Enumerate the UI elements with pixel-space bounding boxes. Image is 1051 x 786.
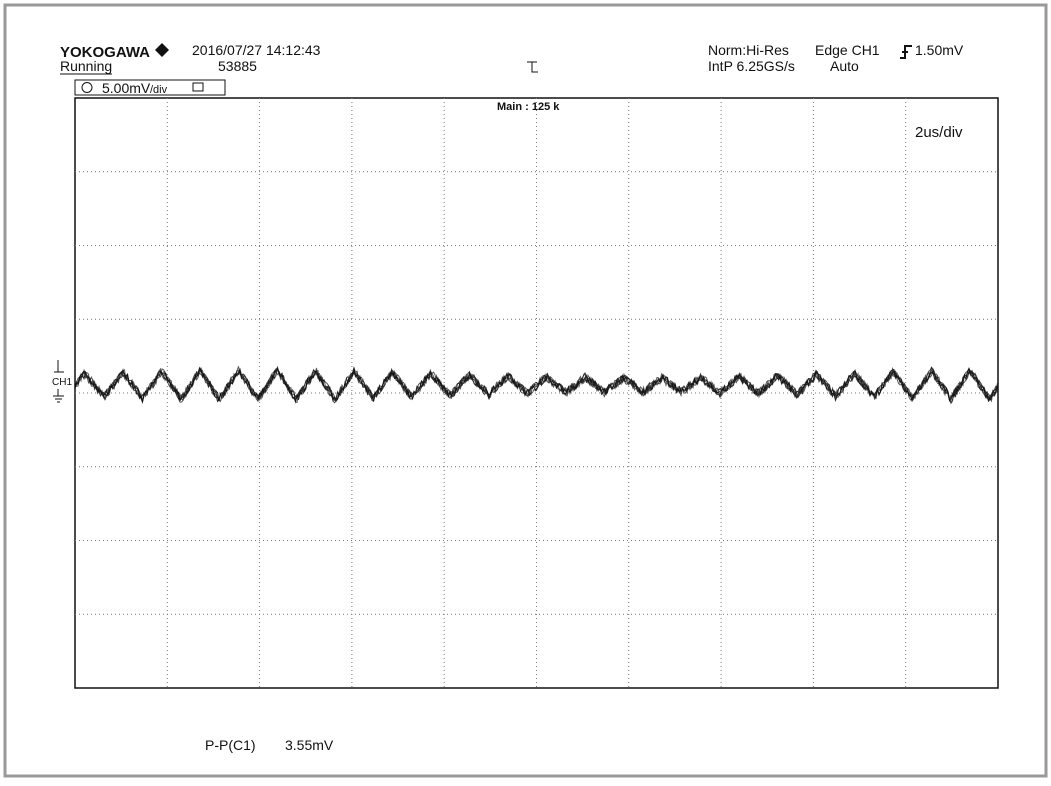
status: Running: [60, 58, 112, 74]
trace-line: [74, 365, 998, 404]
trigger-position-icon: [527, 61, 538, 73]
trigger: Edge CH1: [815, 42, 880, 58]
sampling: IntP 6.25GS/s: [708, 58, 795, 74]
measurement-name: P-P(C1): [205, 737, 256, 753]
record-length: Main : 125 k: [497, 101, 560, 113]
channel-icon: [81, 82, 93, 93]
count: 53885: [218, 58, 257, 74]
acq-mode: Norm:Hi-Res: [708, 42, 789, 58]
channel-box: [74, 79, 226, 96]
measurement-value: 3.55mV: [285, 737, 334, 753]
channel-scale: 5.00mV: [102, 80, 151, 96]
ground-marker: [53, 389, 64, 403]
trigger-level-marker: [54, 360, 64, 373]
trigger-mode: Auto: [830, 58, 859, 74]
coupling-icon: [192, 82, 204, 92]
edge-icon: [900, 45, 912, 59]
brand-diamond: [155, 43, 169, 57]
timebase: 2us/div: [915, 124, 963, 141]
brand: YOKOGAWA: [60, 44, 150, 61]
trigger-level: 1.50mV: [915, 42, 964, 58]
trace-line: [74, 366, 998, 405]
channel-label: CH1: [52, 377, 72, 388]
waveform: [74, 365, 998, 405]
datetime: 2016/07/27 14:12:43: [192, 42, 321, 58]
channel-scale-unit: /div: [150, 84, 168, 96]
